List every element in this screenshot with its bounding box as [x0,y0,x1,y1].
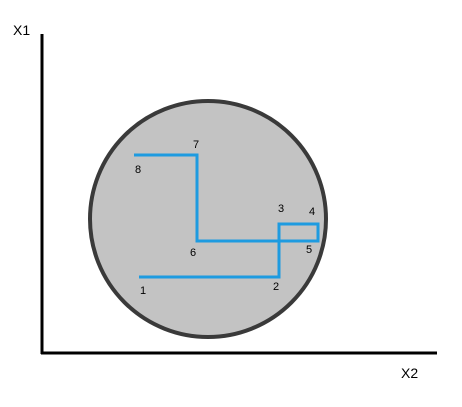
point-label-1: 1 [140,285,146,297]
point-label-6: 6 [190,247,196,259]
point-label-5: 5 [306,244,312,256]
point-label-7: 7 [193,139,199,151]
y-axis-label: X1 [13,22,30,38]
point-label-8: 8 [135,164,141,176]
x-axis-label: X2 [401,365,418,381]
feasible-region-circle [90,101,326,337]
point-label-3: 3 [278,203,284,215]
point-label-2: 2 [273,281,279,293]
point-label-4: 4 [309,206,315,218]
